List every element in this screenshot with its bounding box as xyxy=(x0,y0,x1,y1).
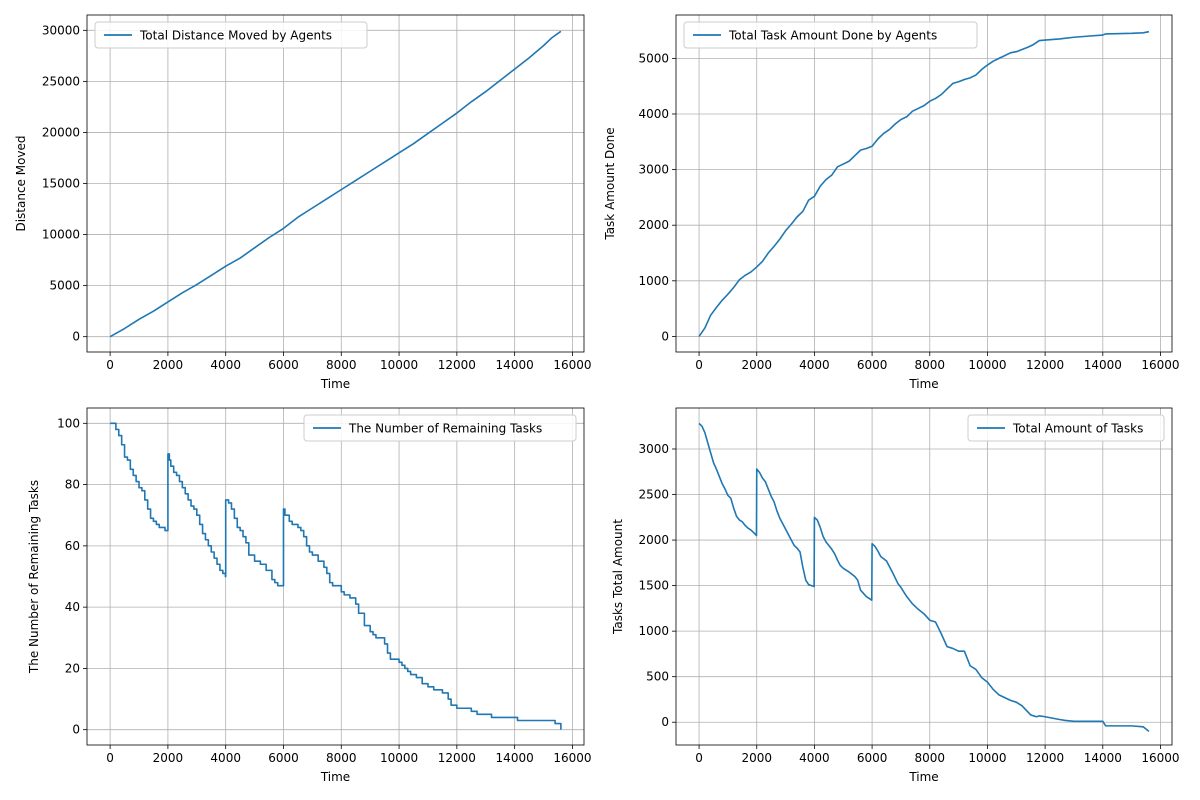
x-tick-label: 14000 xyxy=(496,751,534,765)
x-tick-label: 14000 xyxy=(496,358,534,372)
x-tick-label: 6000 xyxy=(268,358,299,372)
x-tick-label: 6000 xyxy=(857,358,888,372)
x-tick-label: 8000 xyxy=(914,751,945,765)
remaining-tasks-chart: 0 2000 4000 6000 8000 10000 12000 14000 16000 0 20… xyxy=(27,407,592,784)
y-axis-label: Task Amount Done xyxy=(603,127,617,240)
x-tick-label: 14000 xyxy=(1084,751,1122,765)
y-axis-label: Tasks Total Amount xyxy=(611,519,625,635)
x-tick-label: 2000 xyxy=(153,751,184,765)
y-tick-label: 1000 xyxy=(638,274,669,288)
y-tick-label: 25000 xyxy=(42,74,80,88)
x-tick-label: 16000 xyxy=(553,751,591,765)
x-tick-label: 12000 xyxy=(1026,358,1064,372)
x-tick-label: 12000 xyxy=(438,751,476,765)
y-tick-label: 30000 xyxy=(42,23,80,37)
x-tick-label: 10000 xyxy=(968,358,1006,372)
distance-moved-chart: 0 2000 4000 6000 8000 10000 12000 14000 16000 0 50… xyxy=(14,14,592,391)
x-tick-label: 0 xyxy=(106,358,114,372)
series-line xyxy=(698,422,1150,732)
x-tick-label: 8000 xyxy=(914,358,945,372)
y-tick-label: 40 xyxy=(65,600,80,614)
legend-label: Total Amount of Tasks xyxy=(1012,422,1143,436)
x-tick-label: 16000 xyxy=(553,358,591,372)
x-tick-label: 10000 xyxy=(380,751,418,765)
x-axis-label: Time xyxy=(908,770,938,784)
x-tick-label: 12000 xyxy=(438,358,476,372)
x-tick-label: 4000 xyxy=(210,358,241,372)
x-tick-label: 10000 xyxy=(968,751,1006,765)
legend-box xyxy=(683,21,978,49)
y-tick-label: 80 xyxy=(65,478,80,492)
legend-label: The Number of Remaining Tasks xyxy=(348,422,542,436)
x-tick-label: 10000 xyxy=(380,358,418,372)
y-tick-label: 0 xyxy=(661,715,669,729)
y-tick-label: 1500 xyxy=(638,579,669,593)
x-tick-label: 14000 xyxy=(1084,358,1122,372)
legend-label: Total Distance Moved by Agents xyxy=(139,29,332,43)
x-axis-label: Time xyxy=(320,377,350,391)
y-tick-label: 0 xyxy=(72,330,80,344)
x-tick-label: 2000 xyxy=(741,751,772,765)
y-tick-label: 4000 xyxy=(638,107,669,121)
y-tick-label: 1000 xyxy=(638,624,669,638)
x-tick-label: 6000 xyxy=(857,751,888,765)
y-tick-label: 0 xyxy=(661,329,669,343)
x-tick-label: 0 xyxy=(695,358,703,372)
x-tick-label: 12000 xyxy=(1026,751,1064,765)
x-tick-label: 2000 xyxy=(741,358,772,372)
y-tick-label: 3000 xyxy=(638,442,669,456)
x-tick-label: 4000 xyxy=(799,358,830,372)
y-tick-label: 5000 xyxy=(49,279,80,293)
task-amount-done-chart: 0 2000 4000 6000 8000 10000 12000 14000 16000 0 10… xyxy=(603,14,1180,391)
y-tick-label: 500 xyxy=(646,670,669,684)
x-tick-label: 4000 xyxy=(210,751,241,765)
y-tick-label: 0 xyxy=(72,723,80,737)
tasks-total-amount-chart: 0 2000 4000 6000 8000 10000 12000 14000 16000 0 50… xyxy=(611,407,1180,784)
legend-box xyxy=(303,414,577,442)
series-line xyxy=(109,30,562,338)
y-tick-label: 2000 xyxy=(638,533,669,547)
y-tick-label: 3000 xyxy=(638,163,669,177)
plot-frame xyxy=(675,407,1173,746)
y-tick-label: 100 xyxy=(57,416,80,430)
legend: The Number of Remaining Tasks xyxy=(303,414,577,442)
x-tick-label: 16000 xyxy=(1141,358,1179,372)
x-axis-label: Time xyxy=(908,377,938,391)
x-tick-label: 8000 xyxy=(326,751,357,765)
legend-box xyxy=(967,414,1165,442)
y-tick-label: 2500 xyxy=(638,488,669,502)
legend: Total Amount of Tasks xyxy=(967,414,1165,442)
series-line xyxy=(698,30,1150,337)
x-tick-label: 8000 xyxy=(326,358,357,372)
series-line xyxy=(110,422,562,730)
legend: Total Distance Moved by Agents xyxy=(94,21,368,49)
x-tick-label: 0 xyxy=(695,751,703,765)
y-tick-label: 2000 xyxy=(638,218,669,232)
plot-frame xyxy=(675,14,1173,353)
y-tick-label: 20000 xyxy=(42,125,80,139)
x-axis-label: Time xyxy=(320,770,350,784)
y-tick-label: 15000 xyxy=(42,177,80,191)
plot-frame xyxy=(86,407,585,746)
x-tick-label: 2000 xyxy=(153,358,184,372)
legend-box xyxy=(94,21,368,49)
y-tick-label: 10000 xyxy=(42,228,80,242)
legend-label: Total Task Amount Done by Agents xyxy=(728,29,937,43)
x-tick-label: 6000 xyxy=(268,751,299,765)
y-axis-label: The Number of Remaining Tasks xyxy=(27,480,41,674)
x-tick-label: 0 xyxy=(106,751,114,765)
y-axis-label: Distance Moved xyxy=(14,135,28,231)
y-tick-label: 20 xyxy=(65,661,80,675)
x-tick-label: 4000 xyxy=(799,751,830,765)
y-tick-label: 5000 xyxy=(638,51,669,65)
legend: Total Task Amount Done by Agents xyxy=(683,21,978,49)
x-tick-label: 16000 xyxy=(1141,751,1179,765)
y-tick-label: 60 xyxy=(65,539,80,553)
